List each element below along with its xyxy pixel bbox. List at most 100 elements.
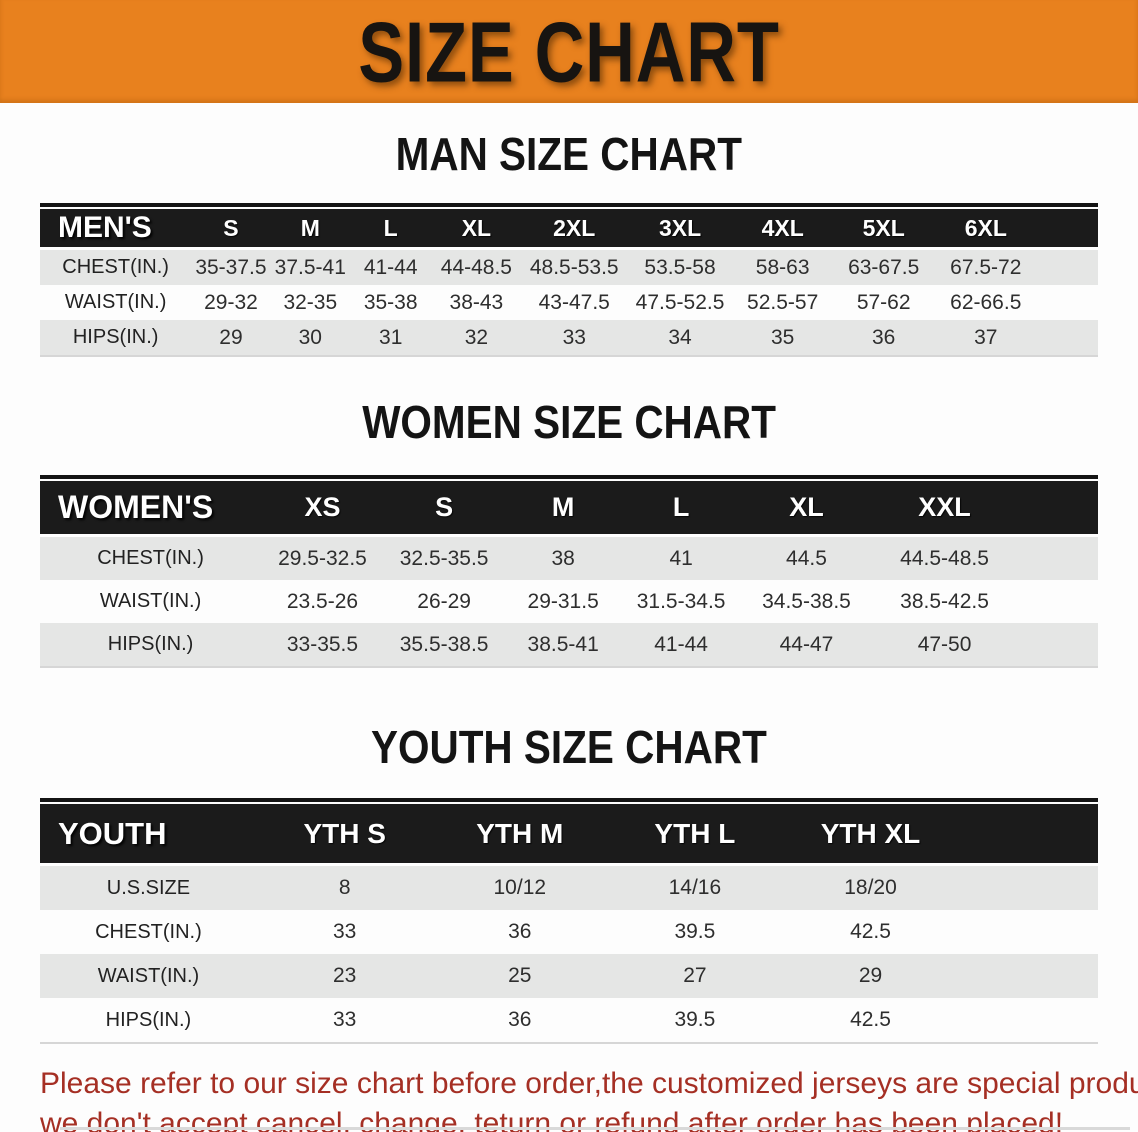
table-cell: 41 [669, 546, 693, 570]
table-cell: 38.5-41 [527, 632, 599, 656]
table-cell: 53.5-58 [644, 255, 716, 279]
table-cell: 29 [858, 964, 883, 987]
men-table-header-row: MEN'S S M L XL 2XL 3XL 4XL 5XL 6XL [40, 209, 1098, 250]
table-cell: 10/12 [493, 876, 547, 899]
table-cell: 62-66.5 [950, 290, 1022, 314]
table-cell: 29-31.5 [527, 589, 599, 613]
men-col-3xl: 3XL [658, 214, 702, 241]
table-cell: 41-44 [654, 632, 708, 656]
women-col-m: M [551, 492, 575, 522]
women-table-header-row: WOMEN'S XS S M L XL XXL [40, 481, 1098, 537]
row-label-hips: HIPS(IN.) [72, 326, 159, 348]
women-col-l: L [672, 492, 690, 522]
row-label-chest: CHEST(IN.) [95, 920, 202, 943]
table-cell: 32.5-35.5 [399, 546, 489, 570]
table-cell: 32-35 [283, 290, 338, 314]
table-cell: 36 [508, 1008, 532, 1031]
table-cell: 33 [333, 1008, 357, 1031]
youth-size-table: YOUTH YTH S YTH M YTH L YTH XL U.S.SIZE … [40, 798, 1098, 1044]
table-cell: 58-63 [755, 255, 810, 279]
table-cell: 42.5 [850, 1008, 891, 1031]
women-col-xl: XL [789, 492, 824, 522]
table-cell: 31.5-34.5 [636, 589, 726, 613]
table-cell: 36 [508, 920, 532, 943]
women-col-xs: XS [304, 492, 341, 522]
row-label-waist: WAIST(IN.) [64, 291, 167, 313]
table-cell: 29-32 [204, 290, 258, 314]
disclaimer-line-1: Please refer to our size chart before or… [40, 1067, 1138, 1100]
table-cell: 39.5 [674, 920, 716, 943]
table-cell: 30 [298, 325, 322, 349]
table-cell: 44-48.5 [440, 255, 512, 279]
table-cell: 35 [770, 325, 795, 349]
youth-table-label: YOUTH [58, 815, 167, 851]
table-cell: 33 [333, 920, 357, 943]
women-waist-row: WAIST(IN.) 23.5-26 26-29 29-31.5 31.5-34… [40, 580, 1098, 623]
table-cell: 33-35.5 [286, 632, 359, 656]
table-cell: 35-37.5 [195, 255, 267, 279]
row-label-chest: CHEST(IN.) [97, 547, 204, 569]
row-label-hips: HIPS(IN.) [107, 633, 194, 655]
women-section-heading: WOMEN SIZE CHART [362, 396, 776, 448]
table-cell: 14/16 [668, 876, 722, 899]
table-cell: 42.5 [850, 920, 891, 943]
youth-col-l: YTH L [654, 817, 736, 849]
table-cell: 31 [379, 325, 403, 349]
table-cell: 47.5-52.5 [635, 290, 725, 314]
men-col-xl: XL [461, 214, 492, 241]
table-cell: 48.5-53.5 [529, 255, 619, 279]
table-cell: 35.5-38.5 [399, 632, 489, 656]
table-cell: 38-43 [449, 290, 504, 314]
bottom-divider [60, 1127, 1130, 1130]
table-cell: 25 [508, 964, 532, 987]
youth-section-heading: YOUTH SIZE CHART [371, 721, 767, 773]
women-size-table: WOMEN'S XS S M L XL XXL CHEST(IN.) 29.5-… [40, 475, 1098, 668]
page-title: SIZE CHART [358, 3, 780, 100]
row-label-hips: HIPS(IN.) [105, 1008, 192, 1031]
table-cell: 63-67.5 [848, 255, 920, 279]
table-cell: 44.5-48.5 [900, 546, 989, 570]
youth-hips-row: HIPS(IN.) 33 36 39.5 42.5 [40, 998, 1098, 1042]
table-cell: 38.5-42.5 [900, 589, 989, 613]
table-cell: 41-44 [363, 255, 418, 279]
youth-col-m: YTH M [476, 817, 564, 849]
table-cell: 57-62 [856, 290, 911, 314]
men-table-label: MEN'S [58, 211, 152, 244]
table-cell: 38 [551, 546, 575, 570]
men-col-4xl: 4XL [761, 214, 804, 241]
table-cell: 52.5-57 [747, 290, 819, 314]
men-size-table: MEN'S S M L XL 2XL 3XL 4XL 5XL 6XL CHEST… [40, 203, 1098, 357]
youth-col-xl: YTH XL [820, 817, 921, 849]
disclaimer: Please refer to our size chart before or… [40, 1064, 1138, 1132]
men-col-m: M [300, 214, 320, 241]
table-cell: 29 [219, 325, 243, 349]
table-cell: 44.5 [786, 546, 827, 570]
women-hips-row: HIPS(IN.) 33-35.5 35.5-38.5 38.5-41 41-4… [40, 623, 1098, 666]
men-section-heading: MAN SIZE CHART [395, 128, 743, 180]
table-cell: 18/20 [844, 876, 897, 899]
row-label-waist: WAIST(IN.) [99, 590, 202, 612]
table-cell: 35-38 [363, 290, 418, 314]
women-col-s: S [435, 492, 454, 522]
youth-table-header-row: YOUTH YTH S YTH M YTH L YTH XL [40, 804, 1098, 866]
men-col-l: L [383, 214, 398, 241]
table-cell: 23 [333, 964, 357, 987]
men-col-2xl: 2XL [553, 214, 596, 241]
table-cell: 8 [338, 876, 351, 899]
table-cell: 67.5-72 [950, 255, 1022, 279]
table-cell: 47-50 [917, 632, 972, 656]
table-cell: 32 [464, 325, 489, 349]
table-cell: 37 [974, 325, 998, 349]
table-cell: 39.5 [674, 1008, 716, 1031]
table-cell: 29.5-32.5 [278, 546, 367, 570]
banner: SIZE CHART [0, 0, 1138, 103]
row-label-ussize: U.S.SIZE [106, 876, 191, 899]
row-label-waist: WAIST(IN.) [97, 964, 200, 987]
table-cell: 44-47 [779, 632, 834, 656]
youth-ussize-row: U.S.SIZE 8 10/12 14/16 18/20 [40, 866, 1098, 910]
table-cell: 36 [872, 325, 896, 349]
men-chest-row: CHEST(IN.) 35-37.5 37.5-41 41-44 44-48.5… [40, 250, 1098, 285]
men-col-5xl: 5XL [862, 214, 905, 241]
women-chest-row: CHEST(IN.) 29.5-32.5 32.5-35.5 38 41 44.… [40, 537, 1098, 580]
youth-waist-row: WAIST(IN.) 23 25 27 29 [40, 954, 1098, 998]
